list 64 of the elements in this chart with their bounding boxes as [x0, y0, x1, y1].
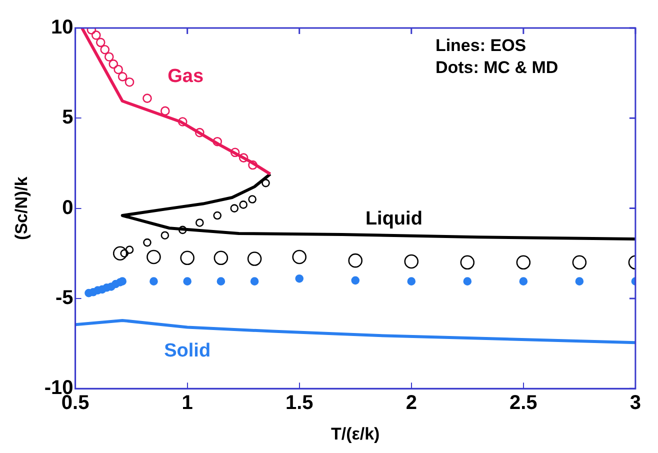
- point: [112, 246, 128, 261]
- x-tick-label: 2: [406, 392, 417, 414]
- point: [516, 255, 531, 270]
- point: [183, 277, 192, 286]
- point: [351, 276, 360, 285]
- y-tick-label: 5: [62, 106, 74, 129]
- point: [108, 59, 118, 69]
- point: [96, 38, 106, 48]
- point: [160, 106, 170, 116]
- point: [248, 195, 256, 204]
- y-tick-label: 10: [51, 16, 74, 39]
- series-label: Gas: [168, 66, 204, 87]
- point: [295, 274, 304, 283]
- point: [150, 277, 158, 286]
- point: [178, 226, 187, 234]
- point: [248, 160, 258, 170]
- point: [91, 30, 101, 40]
- point: [196, 218, 204, 227]
- y-axis-title: (Sc/N)/k: [12, 176, 31, 240]
- point: [160, 231, 170, 240]
- point: [104, 52, 114, 62]
- y-tick-label: 0: [62, 196, 74, 219]
- point: [195, 128, 204, 138]
- series-label: Solid: [164, 340, 211, 362]
- point: [214, 250, 228, 266]
- point: [216, 277, 226, 286]
- point: [230, 204, 239, 212]
- point: [100, 44, 110, 54]
- point: [292, 250, 307, 264]
- point: [143, 238, 152, 247]
- annotation: Dots: MC & MD: [435, 58, 558, 78]
- point: [114, 64, 123, 74]
- point: [212, 136, 222, 146]
- point: [180, 250, 194, 266]
- x-tick-label: 3: [630, 392, 641, 414]
- point: [247, 252, 262, 266]
- point: [118, 72, 128, 82]
- point: [239, 200, 248, 209]
- x-tick-label: 1.5: [285, 392, 314, 414]
- point: [519, 277, 528, 286]
- point: [142, 94, 152, 103]
- point: [146, 250, 161, 264]
- point: [238, 153, 248, 162]
- point: [124, 77, 134, 87]
- point: [230, 148, 240, 158]
- y-tick-label: -5: [56, 286, 74, 309]
- point: [118, 277, 127, 286]
- x-tick-label: 1: [182, 392, 193, 414]
- point: [407, 277, 416, 286]
- point: [348, 253, 363, 268]
- point: [178, 117, 188, 126]
- point: [575, 277, 584, 286]
- point: [572, 255, 587, 270]
- point: [213, 211, 222, 220]
- series-label: Liquid: [365, 208, 422, 230]
- point: [404, 254, 419, 269]
- annotation: Lines: EOS: [435, 36, 526, 56]
- x-axis-title: T/(ε/k): [331, 424, 380, 444]
- point: [250, 277, 259, 286]
- point: [463, 277, 472, 286]
- point: [125, 246, 134, 254]
- point: [262, 178, 270, 188]
- x-tick-label: 2.5: [510, 392, 538, 414]
- point: [460, 255, 475, 270]
